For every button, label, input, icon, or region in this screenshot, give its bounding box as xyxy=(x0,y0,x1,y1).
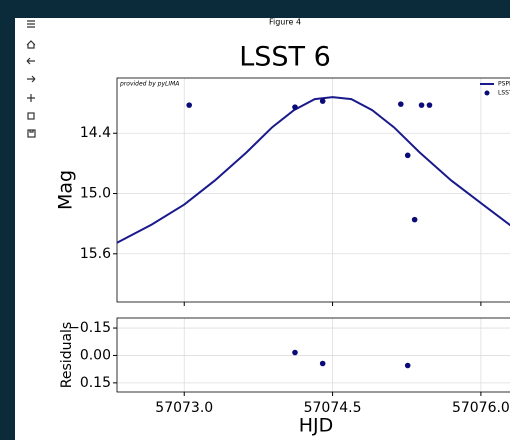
save-button[interactable] xyxy=(27,129,36,138)
model-line xyxy=(116,96,510,244)
annotation: provided by pyLIMA xyxy=(119,81,179,88)
legend-label: LSST 6 xyxy=(498,90,510,97)
data-point xyxy=(397,101,404,107)
data-point xyxy=(292,104,298,110)
x-tick-label: 57073.0 xyxy=(155,400,213,416)
back-button[interactable] xyxy=(26,57,35,65)
data-point xyxy=(404,362,411,369)
axes-frame xyxy=(116,77,510,303)
x-axis-label: HJD xyxy=(299,415,334,437)
frame-top xyxy=(0,0,510,18)
data-point xyxy=(186,102,192,108)
data-point xyxy=(418,102,425,108)
frame-left xyxy=(0,0,15,440)
legend-marker xyxy=(484,90,490,96)
data-point xyxy=(426,102,433,108)
y-tick-label: 0.15 xyxy=(80,375,111,391)
y-axis-label: Mag xyxy=(55,170,77,210)
toolbar xyxy=(26,20,36,138)
zoom-button[interactable] xyxy=(27,112,35,120)
pan-button[interactable] xyxy=(27,94,35,102)
y-tick-label: −0.15 xyxy=(68,320,111,336)
home-button[interactable] xyxy=(26,40,36,49)
data-point xyxy=(404,152,411,159)
data-point xyxy=(292,349,298,356)
y-tick-label: 14.4 xyxy=(80,125,111,141)
x-tick-label: 57076.0 xyxy=(452,400,510,416)
y-tick-label: 15.0 xyxy=(80,186,111,202)
x-tick-label: 57074.5 xyxy=(304,400,362,416)
window-title: Figure 4 xyxy=(269,18,301,27)
data-point xyxy=(319,98,326,104)
y-tick-label: 0.00 xyxy=(80,347,111,363)
axes-frame xyxy=(116,317,510,393)
data-point xyxy=(319,360,326,367)
y-axis-label: Residuals xyxy=(59,322,75,388)
y-tick-label: 15.6 xyxy=(80,246,111,262)
chart-title: LSST 6 xyxy=(239,42,331,73)
menu-button[interactable] xyxy=(27,20,35,28)
forward-button[interactable] xyxy=(27,75,36,83)
data-point xyxy=(411,216,418,223)
